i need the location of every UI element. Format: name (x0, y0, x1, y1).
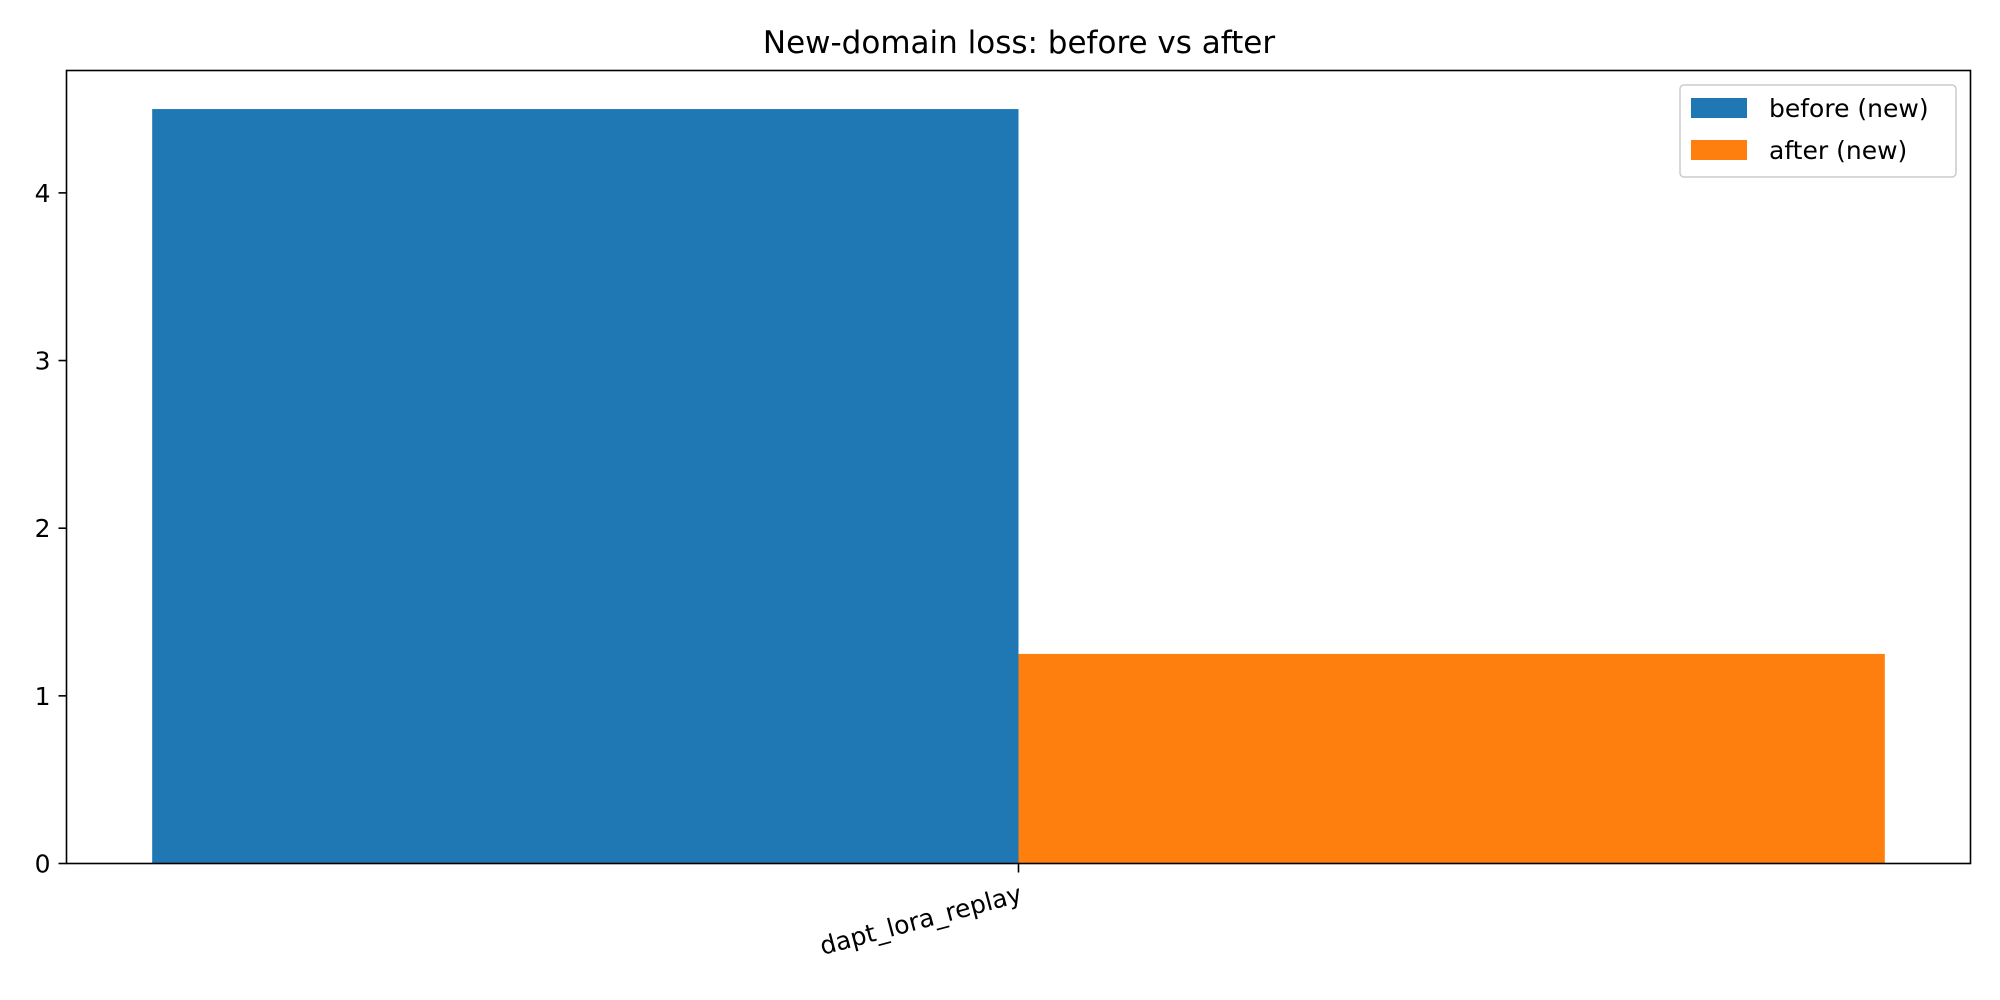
bar-before-new-dapt_lora_replay (152, 109, 1018, 863)
legend-swatch (1691, 98, 1747, 118)
legend-label: before (new) (1769, 94, 1929, 123)
y-tick-label: 4 (35, 179, 51, 208)
legend-label: after (new) (1769, 136, 1907, 165)
x-tick-label: dapt_lora_replay (817, 879, 1025, 961)
y-tick-label: 1 (35, 682, 51, 711)
bar-after-new-dapt_lora_replay (1019, 654, 1885, 864)
y-axis: 0 1 2 3 4 (35, 179, 67, 879)
legend: before (new) after (new) (1680, 85, 1956, 177)
y-tick-label: 2 (35, 514, 51, 543)
y-tick-label: 0 (35, 850, 51, 879)
chart-title: New-domain loss: before vs after (763, 25, 1275, 61)
x-axis: dapt_lora_replay (817, 864, 1025, 961)
legend-swatch (1691, 140, 1747, 160)
y-tick-label: 3 (35, 347, 51, 376)
bar-layer (152, 109, 1885, 863)
